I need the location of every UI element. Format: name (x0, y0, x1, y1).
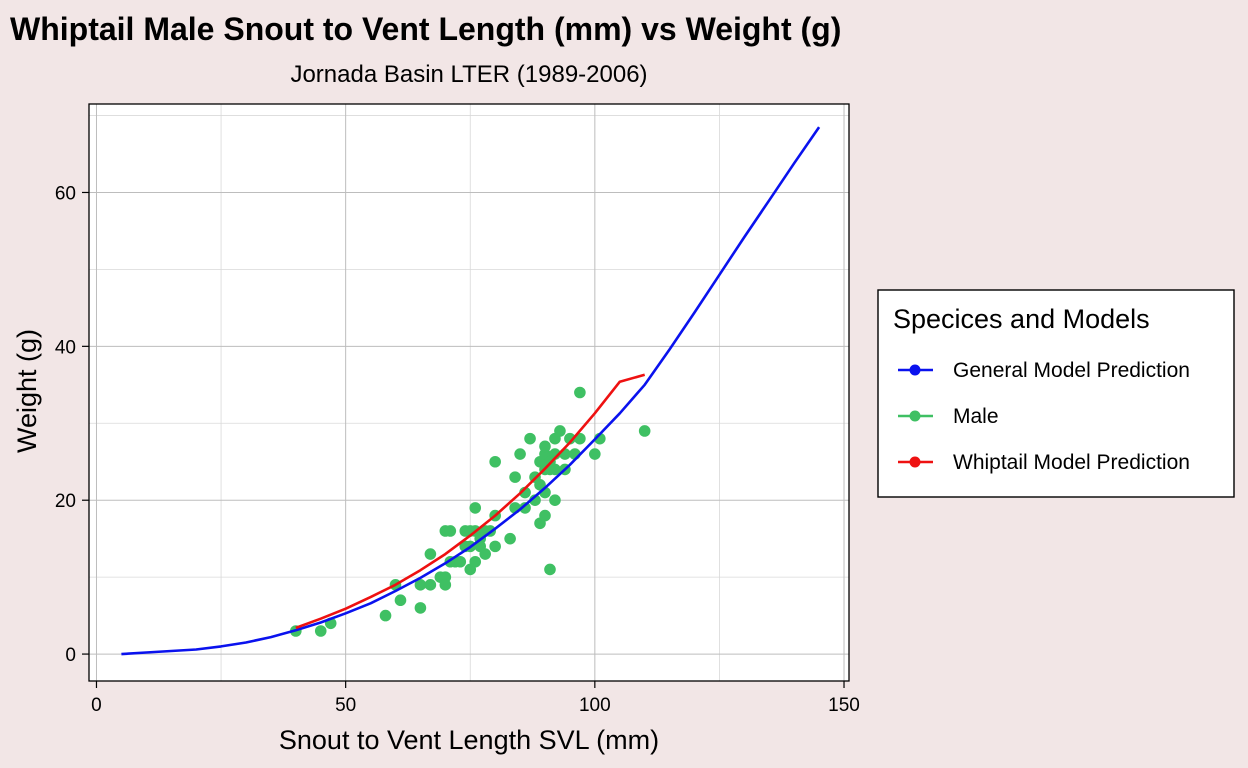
legend-entry-label: Male (953, 405, 999, 428)
series-line-general-model-prediction (121, 126, 821, 656)
series-line-whiptail-model-prediction (295, 373, 646, 630)
x-tick-label: 100 (579, 695, 611, 716)
legend-swatch-dot (909, 364, 921, 376)
data-point (469, 555, 482, 568)
legend-swatch-dot (909, 410, 921, 422)
legend-swatch-dot (909, 456, 921, 468)
data-point (489, 540, 501, 553)
x-tick-label: 50 (335, 695, 356, 716)
data-point (504, 532, 516, 545)
data-point (524, 432, 536, 445)
data-point (424, 548, 437, 560)
data-point (414, 602, 427, 614)
data-point (544, 563, 556, 576)
legend-box (877, 289, 1235, 498)
legend-entry-label: General Model Prediction (953, 359, 1190, 382)
data-point (539, 509, 551, 522)
data-point (444, 525, 457, 537)
data-point (489, 455, 501, 468)
data-point (574, 386, 586, 399)
legend-entry-label: Whiptail Model Prediction (953, 451, 1190, 474)
y-tick-label: 60 (55, 183, 76, 204)
data-point (564, 432, 576, 445)
data-point (554, 425, 566, 437)
data-point (539, 440, 551, 453)
data-point (514, 448, 526, 460)
chart-title: Whiptail Male Snout to Vent Length (mm) … (10, 11, 841, 47)
chart-subtitle: Jornada Basin LTER (1989-2006) (290, 61, 647, 88)
y-tick-label: 40 (55, 337, 76, 358)
y-tick-label: 20 (55, 491, 76, 512)
plot-background (89, 104, 849, 681)
y-axis-label: Weight (g) (12, 329, 42, 453)
data-point (638, 425, 651, 437)
data-point (394, 594, 407, 607)
data-point (509, 471, 521, 483)
data-point (379, 609, 392, 622)
data-point (519, 502, 531, 514)
data-point (414, 579, 427, 591)
plot-layer: 0 50 100 150 0 20 40 60 (55, 103, 860, 716)
x-tick-label: 0 (91, 695, 102, 716)
x-tick-label: 150 (828, 695, 860, 716)
data-point (559, 448, 571, 460)
data-point (549, 463, 561, 476)
legend-title: Specices and Models (893, 304, 1150, 334)
y-tick-label: 0 (65, 645, 76, 666)
data-point (589, 448, 601, 460)
x-axis-label: Snout to Vent Length SVL (mm) (279, 725, 659, 755)
data-point (479, 548, 491, 560)
plot-border (88, 103, 850, 682)
data-point (549, 494, 561, 507)
data-point (424, 579, 437, 591)
data-point (469, 502, 482, 514)
data-point (439, 579, 452, 591)
legend: Specices and Models General Model Predict… (877, 289, 1235, 498)
data-point (314, 625, 327, 637)
data-point (454, 555, 467, 568)
